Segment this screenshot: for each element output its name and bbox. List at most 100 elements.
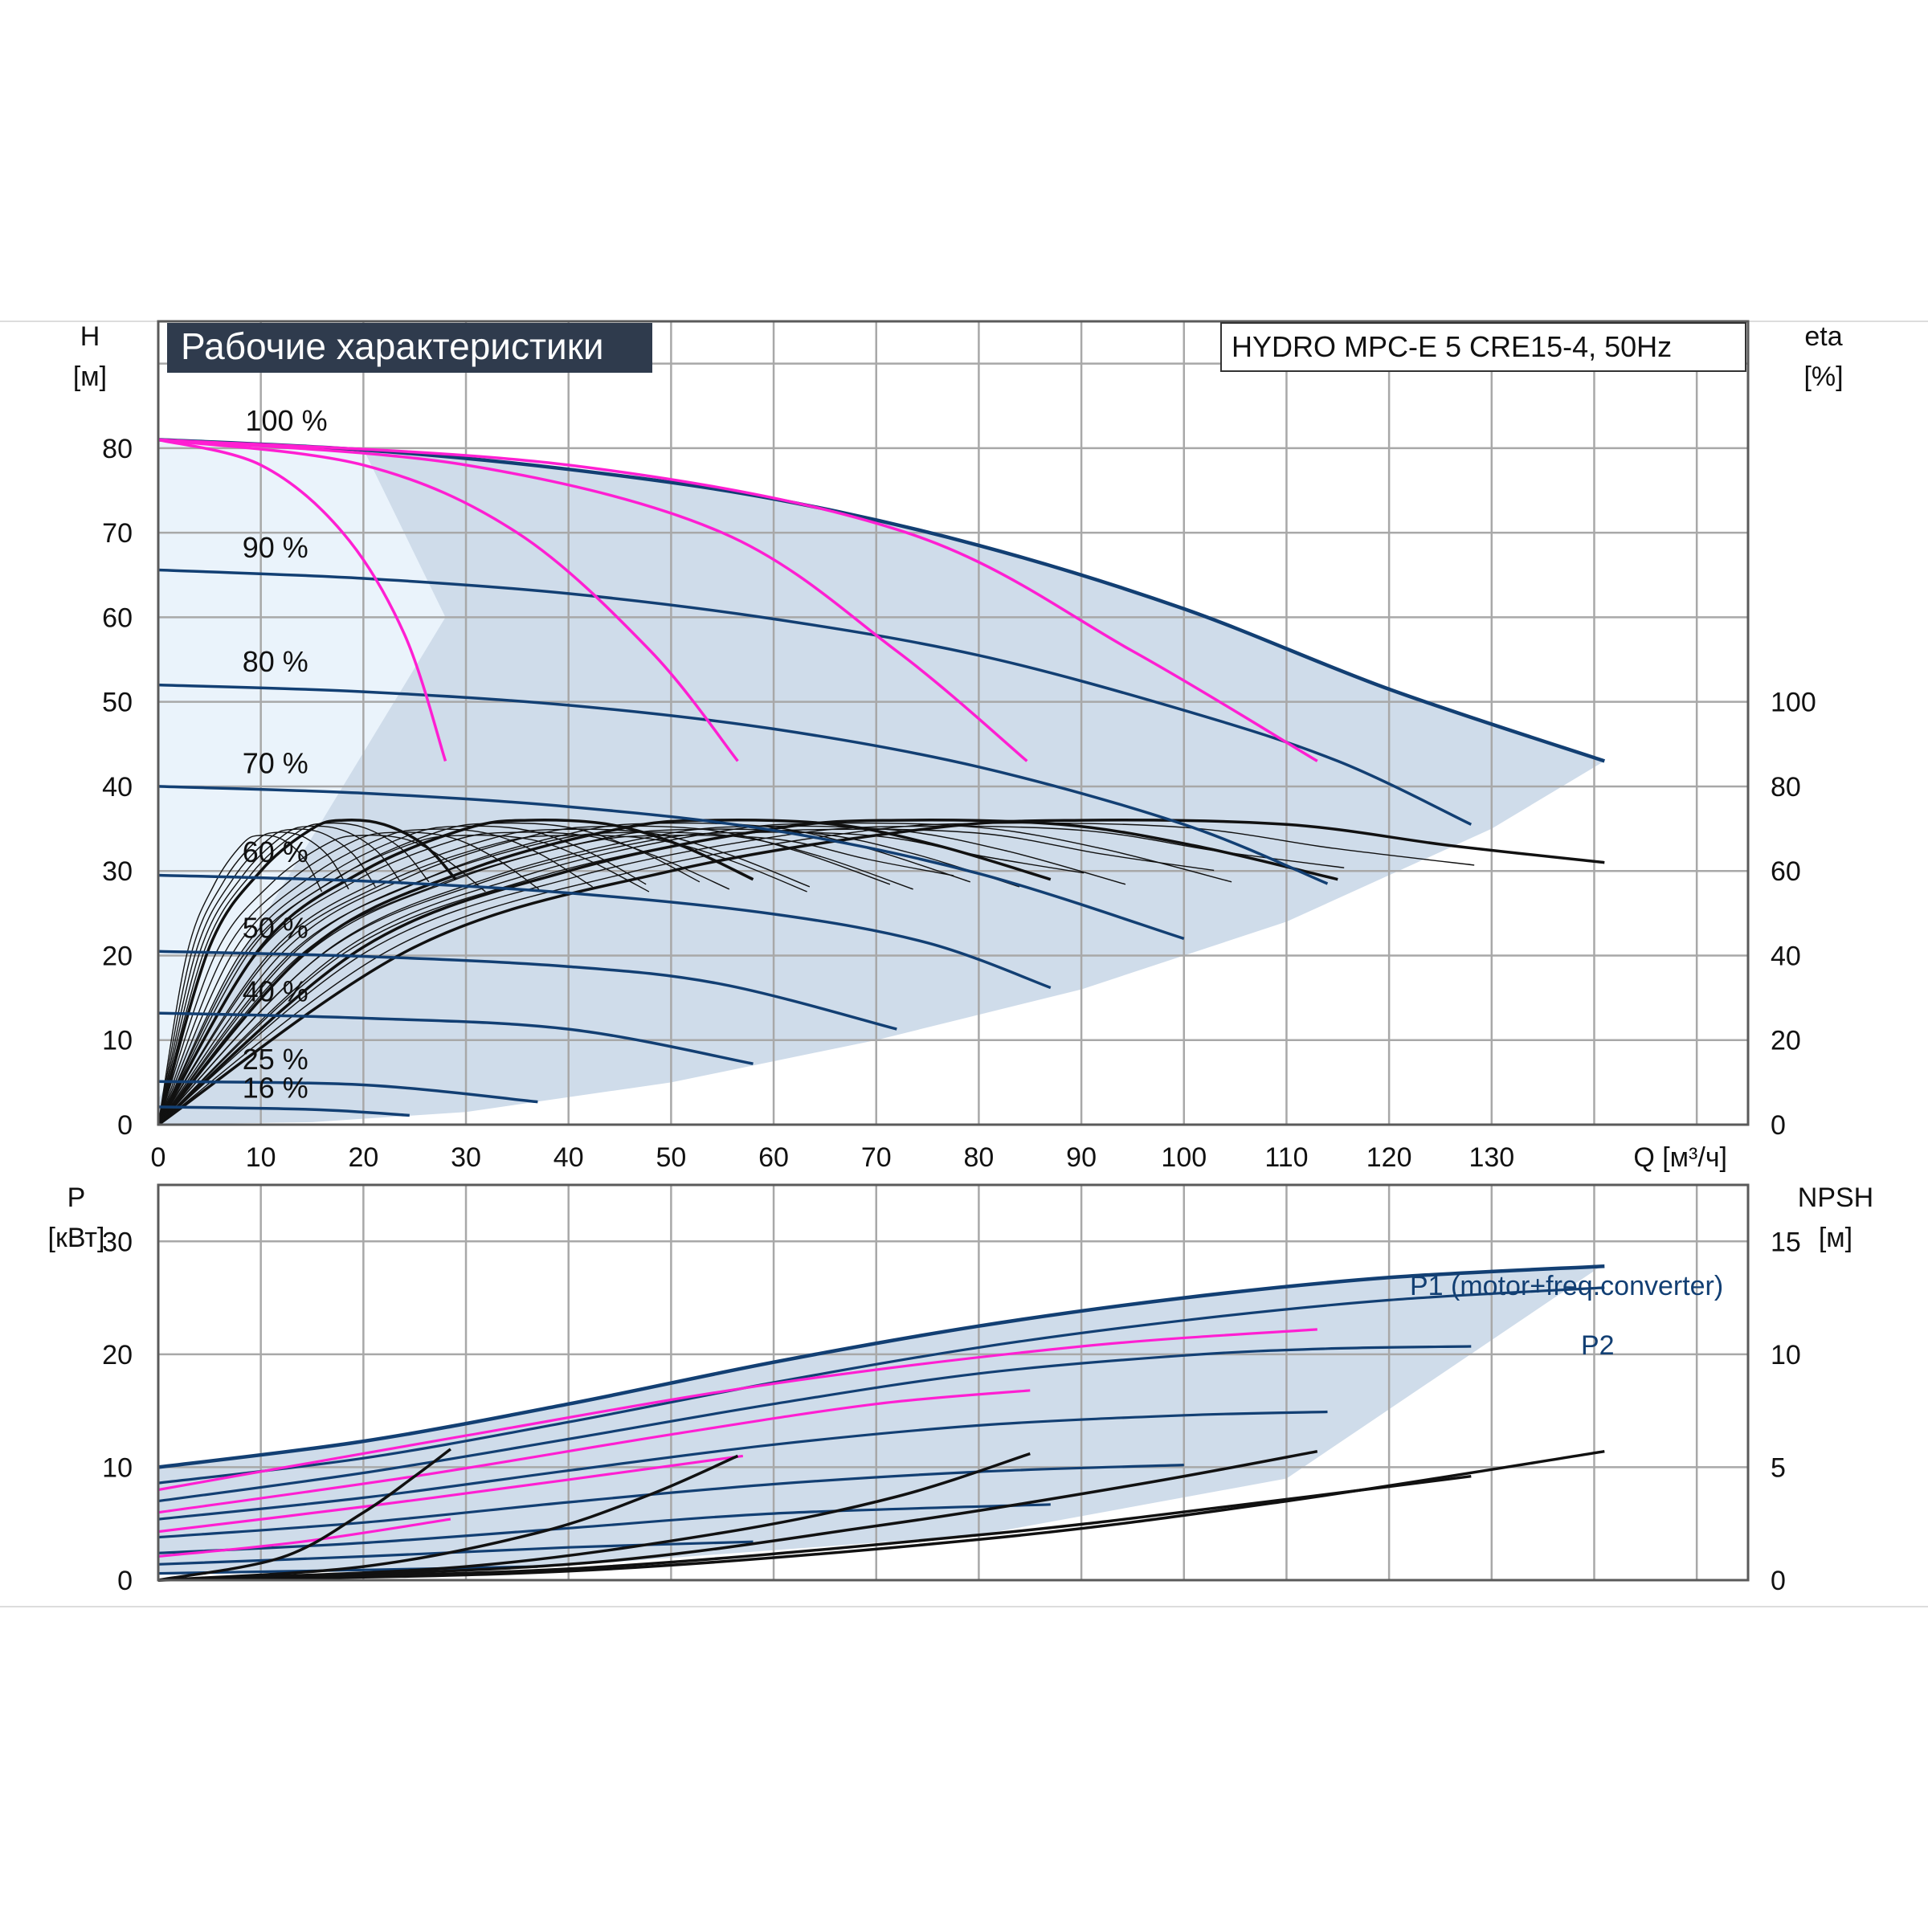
p-tick-label: 0: [117, 1566, 133, 1596]
speed-curve: [157, 683, 1329, 885]
power-curve: [157, 1517, 451, 1558]
power-curve: [157, 1540, 754, 1566]
power-plot-area: [157, 1183, 1750, 1582]
power-curves: [157, 1264, 1605, 1582]
legend-p2: P2: [1581, 1330, 1615, 1361]
efficiency-subcurve: [157, 831, 349, 1125]
efficiency-subcurve: [157, 835, 807, 1125]
npsh-tick-label: 15: [1771, 1227, 1801, 1257]
efficiency-subcurve: [157, 822, 1475, 1125]
efficiency-subcurve: [157, 835, 323, 1125]
power-envelope: [158, 1264, 1605, 1575]
power-axis-unit: [кВт]: [48, 1223, 105, 1253]
x-tick-label: 130: [1468, 1142, 1514, 1173]
speed-label: 25 %: [243, 1043, 308, 1076]
power-curve: [157, 1345, 1472, 1503]
power-axis-label: P: [67, 1182, 86, 1213]
speed-curve: [157, 1080, 538, 1104]
staging-curve: [157, 438, 1318, 762]
efficiency-subcurve: [157, 828, 811, 1125]
speed-label: 100 %: [246, 404, 328, 437]
npsh-axis-label: NPSH: [1798, 1182, 1873, 1213]
efficiency-curve: [157, 819, 754, 1125]
npsh-tick-label: 10: [1771, 1340, 1801, 1370]
speed-label: 50 %: [243, 912, 308, 945]
x-tick-label: 110: [1264, 1142, 1308, 1173]
envelope-light: [158, 439, 446, 1100]
power-curve: [157, 1474, 1472, 1582]
efficiency-subcurve: [157, 822, 1232, 1125]
title-box: [167, 323, 652, 373]
eta-tick-label: 80: [1771, 772, 1801, 803]
speed-label: 70 %: [243, 746, 308, 779]
power-envelope-fill: [158, 1264, 1605, 1575]
head-tick-labels: 0 10 20 30 40 50 60 70 80 90 100 110 120 130 0 10 20 30 40…: [102, 434, 1816, 1173]
x-tick-label: 60: [758, 1142, 789, 1173]
npsh-tick-label: 5: [1771, 1452, 1786, 1483]
power-curve: [157, 1286, 1605, 1485]
model-name: HYDRO MPC-E 5 CRE15-4, 50Hz: [1232, 330, 1672, 363]
npsh-axis-unit: [м]: [1819, 1223, 1852, 1253]
head-plot-frame: [157, 320, 1750, 1126]
x-tick-label: 120: [1366, 1142, 1412, 1173]
h-tick-label: 20: [102, 941, 133, 971]
speed-label: 40 %: [243, 975, 308, 1008]
power-curve: [157, 1328, 1317, 1492]
envelope-main: [158, 439, 1605, 1125]
efficiency-curves: [157, 819, 1605, 1126]
flow-axis-label: Q [м³/ч]: [1633, 1142, 1727, 1173]
eta-axis-unit: [%]: [1803, 361, 1843, 392]
h-tick-label: 60: [102, 602, 133, 633]
staging-curve: [157, 438, 739, 762]
x-tick-label: 80: [964, 1142, 995, 1173]
x-tick-label: 100: [1161, 1142, 1207, 1173]
h-tick-label: 70: [102, 518, 133, 549]
efficiency-subcurve: [157, 831, 913, 1125]
eta-tick-label: 20: [1771, 1026, 1801, 1056]
speed-curve: [157, 1105, 410, 1117]
x-tick-label: 70: [861, 1142, 892, 1173]
x-tick-label: 40: [553, 1142, 584, 1173]
x-tick-label: 0: [151, 1142, 166, 1173]
power-tick-labels: 0 10 20 30 0 5 10 15: [102, 1227, 1801, 1596]
efficiency-subcurve: [157, 822, 701, 1125]
speed-curve: [157, 873, 1052, 990]
eta-axis-label: eta: [1804, 321, 1842, 352]
efficiency-subcurve: [157, 825, 403, 1125]
legend-p1: P1 (motor+freq.converter): [1410, 1271, 1723, 1301]
speed-label: 16 %: [243, 1072, 308, 1105]
speed-label: 60 %: [243, 835, 308, 868]
efficiency-subcurve: [157, 831, 730, 1125]
speed-label: 80 %: [243, 645, 308, 678]
power-curve: [157, 1448, 451, 1582]
h-tick-label: 40: [102, 772, 133, 803]
head-axis-unit: [м]: [73, 361, 107, 392]
eta-tick-label: 0: [1771, 1110, 1786, 1141]
p-tick-label: 30: [102, 1227, 133, 1257]
efficiency-subcurve: [157, 822, 430, 1125]
efficiency-subcurve: [157, 835, 486, 1125]
power-curve: [157, 1454, 744, 1534]
power-curve: [157, 1454, 739, 1582]
efficiency-subcurve: [157, 831, 540, 1125]
chart-title: Рабочие характеристики: [181, 325, 604, 367]
eta-tick-label: 60: [1771, 856, 1801, 887]
head-plot-area: [157, 320, 1750, 1126]
staging-curve: [157, 438, 1028, 762]
eta-tick-label: 100: [1771, 688, 1816, 718]
staging-curve: [157, 438, 447, 762]
h-tick-label: 30: [102, 856, 133, 887]
h-tick-label: 10: [102, 1026, 133, 1056]
power-plot-frame: [157, 1183, 1750, 1582]
speed-curve: [157, 1011, 754, 1065]
model-box: [1220, 322, 1746, 372]
power-curve: [157, 1264, 1605, 1469]
power-curve: [157, 1410, 1328, 1521]
p-tick-label: 20: [102, 1340, 133, 1370]
speed-labels: 100 % 90 % 80 % 70 % 60 % 50 % 40 % 25 %16 %: [243, 404, 328, 1105]
npsh-tick-label: 0: [1771, 1566, 1786, 1596]
eta-tick-label: 40: [1771, 941, 1801, 971]
efficiency-subcurve: [157, 831, 1084, 1125]
